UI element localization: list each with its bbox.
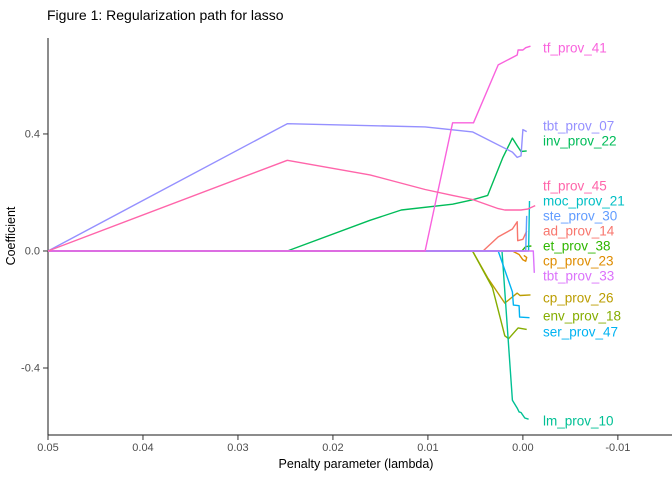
series-line-cp_prov_26 [48, 250, 531, 304]
chart-title: Figure 1: Regularization path for lasso [47, 7, 284, 23]
series-label-tbt_prov_33: tbt_prov_33 [543, 268, 614, 283]
series-label-lm_prov_10: lm_prov_10 [543, 413, 614, 428]
series-lines [47, 45, 536, 420]
series-label-moc_prov_21: moc_prov_21 [543, 193, 625, 208]
x-tick-label: 0.05 [37, 442, 58, 454]
y-axis-title: Coefficient [4, 206, 18, 265]
y-tick-label: -0.4 [21, 363, 40, 375]
series-label-tbt_prov_07: tbt_prov_07 [543, 119, 614, 134]
y-tick-label: 0.4 [25, 128, 40, 140]
series-label-ste_prov_30: ste_prov_30 [543, 208, 617, 223]
series-line-tbt_prov_33 [48, 250, 535, 273]
series-label-ser_prov_47: ser_prov_47 [543, 325, 618, 340]
series-line-lm_prov_10 [48, 250, 529, 420]
series-labels: ad_prov_14 cp_prov_23 cp_prov_26 env_prov_1… [543, 40, 625, 428]
series-label-cp_prov_26: cp_prov_26 [543, 291, 614, 306]
x-tick-label: 0.01 [417, 442, 438, 454]
series-line-ser_prov_47 [48, 250, 530, 319]
series-line-tbt_prov_07 [47, 122, 528, 252]
x-tick-label: 0.04 [132, 442, 153, 454]
y-axis-ticks: 0.4 0.0 -0.4 [21, 128, 48, 375]
series-label-cp_prov_23: cp_prov_23 [543, 253, 614, 268]
x-tick-label: 0.03 [227, 442, 248, 454]
series-line-tf_prov_45 [47, 159, 536, 252]
series-label-et_prov_38: et_prov_38 [543, 239, 611, 254]
x-axis-ticks: 0.05 0.04 0.03 0.02 0.01 0.00 -0.01 [37, 435, 630, 454]
x-axis-title: Penalty parameter (lambda) [279, 457, 434, 471]
series-line-cp_prov_23 [48, 250, 528, 262]
series-line-moc_prov_21 [48, 200, 531, 252]
series-line-tf_prov_41 [48, 45, 531, 252]
series-label-tf_prov_45: tf_prov_45 [543, 179, 607, 194]
y-tick-label: 0.0 [25, 245, 40, 257]
series-label-inv_prov_22: inv_prov_22 [543, 133, 617, 148]
series-label-ad_prov_14: ad_prov_14 [543, 224, 615, 239]
series-line-env_prov_18 [48, 250, 527, 340]
series-line-inv_prov_22 [48, 137, 527, 252]
x-tick-label: -0.01 [605, 442, 630, 454]
series-label-tf_prov_41: tf_prov_41 [543, 40, 607, 55]
series-line-ste_prov_30 [48, 215, 528, 252]
x-tick-label: 0.02 [322, 442, 343, 454]
series-label-env_prov_18: env_prov_18 [543, 308, 621, 323]
series-line-ad_prov_14 [48, 220, 528, 252]
x-tick-label: 0.00 [512, 442, 533, 454]
